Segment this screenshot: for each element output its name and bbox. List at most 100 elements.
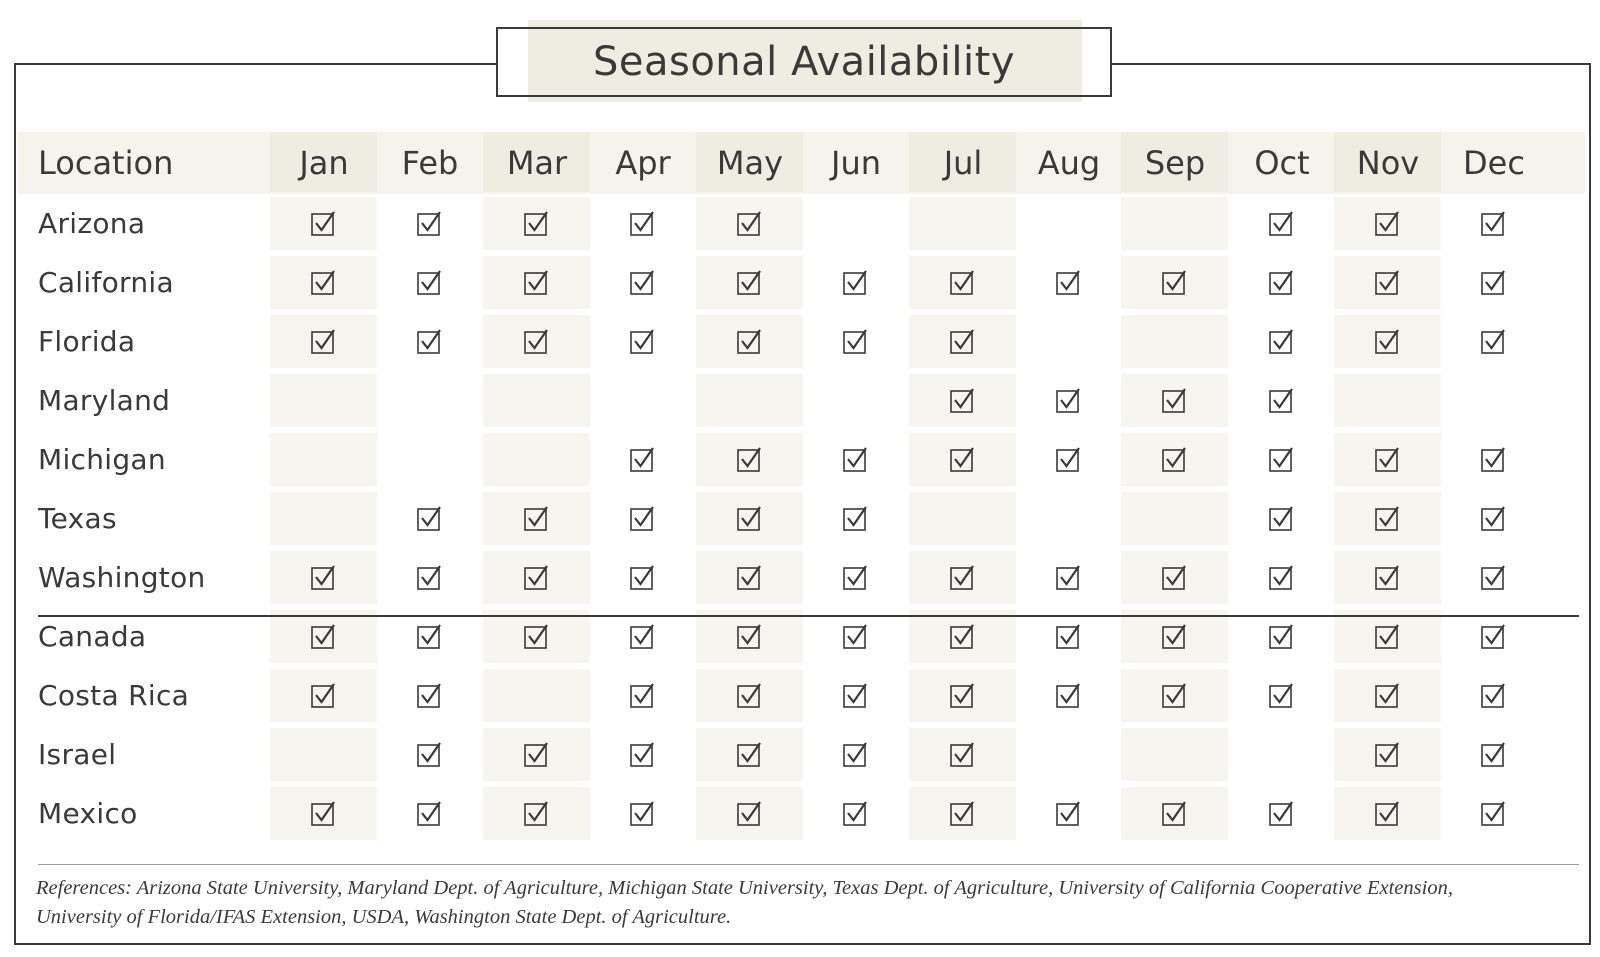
checked-box-icon	[1055, 564, 1080, 590]
checked-box-icon	[1374, 564, 1399, 590]
checked-box-icon	[629, 564, 654, 590]
checked-box-icon	[1161, 564, 1186, 590]
checked-box-icon	[1480, 328, 1505, 354]
checked-box-icon	[1480, 682, 1505, 708]
checked-box-icon	[629, 682, 654, 708]
cell-shade	[270, 551, 377, 604]
checked-box-icon	[1161, 800, 1186, 826]
checked-box-icon	[949, 269, 974, 295]
header-column-shade	[1121, 132, 1228, 192]
cell-shade	[1334, 256, 1441, 309]
checked-box-icon	[1480, 800, 1505, 826]
month-header-jun: Jun	[831, 144, 881, 182]
checked-box-icon	[1161, 623, 1186, 649]
checked-box-icon	[1374, 682, 1399, 708]
checked-box-icon	[842, 269, 867, 295]
checked-box-icon	[736, 210, 761, 236]
checked-box-icon	[949, 741, 974, 767]
references-divider	[38, 864, 1579, 865]
checked-box-icon	[1480, 505, 1505, 531]
references-line-1: References: Arizona State University, Ma…	[36, 877, 1453, 899]
checked-box-icon	[1161, 446, 1186, 472]
month-header-feb: Feb	[401, 144, 459, 182]
cell-shade	[1334, 551, 1441, 604]
checked-box-icon	[736, 446, 761, 472]
checked-box-icon	[1268, 623, 1293, 649]
header-column-shade	[270, 132, 377, 192]
location-label: California	[38, 265, 174, 299]
checked-box-icon	[523, 741, 548, 767]
cell-shade	[270, 374, 377, 427]
cell-shade	[1334, 492, 1441, 545]
cell-shade	[1334, 315, 1441, 368]
month-header-jul: Jul	[943, 144, 983, 182]
cell-shade	[483, 374, 590, 427]
checked-box-icon	[310, 564, 335, 590]
cell-shade	[1334, 197, 1441, 250]
checked-box-icon	[629, 328, 654, 354]
checked-box-icon	[1480, 564, 1505, 590]
checked-box-icon	[523, 800, 548, 826]
checked-box-icon	[1374, 328, 1399, 354]
cell-shade	[909, 374, 1016, 427]
cell-shade	[483, 787, 590, 840]
title-highlight	[528, 20, 1082, 102]
cell-shade	[483, 315, 590, 368]
checked-box-icon	[416, 682, 441, 708]
checked-box-icon	[310, 269, 335, 295]
cell-shade	[1121, 669, 1228, 722]
cell-shade	[1121, 492, 1228, 545]
checked-box-icon	[949, 328, 974, 354]
cell-shade	[483, 433, 590, 486]
cell-shade	[909, 551, 1016, 604]
cell-shade	[483, 256, 590, 309]
checked-box-icon	[523, 623, 548, 649]
checked-box-icon	[842, 741, 867, 767]
cell-shade	[483, 197, 590, 250]
cell-shade	[483, 669, 590, 722]
page-title-text: Seasonal Availability	[592, 39, 1016, 85]
cell-shade	[483, 492, 590, 545]
cell-shade	[909, 610, 1016, 663]
checked-box-icon	[949, 387, 974, 413]
checked-box-icon	[416, 505, 441, 531]
checked-box-icon	[629, 505, 654, 531]
checked-box-icon	[629, 269, 654, 295]
location-label: Arizona	[38, 206, 146, 240]
checked-box-icon	[629, 741, 654, 767]
checked-box-icon	[736, 505, 761, 531]
cell-shade	[1334, 433, 1441, 486]
month-header-oct: Oct	[1254, 144, 1310, 182]
checked-box-icon	[1268, 269, 1293, 295]
checked-box-icon	[1374, 446, 1399, 472]
checked-box-icon	[842, 623, 867, 649]
cell-shade	[1121, 433, 1228, 486]
checked-box-icon	[842, 328, 867, 354]
checked-box-icon	[416, 800, 441, 826]
cell-shade	[1121, 787, 1228, 840]
checked-box-icon	[842, 446, 867, 472]
cell-shade	[270, 610, 377, 663]
checked-box-icon	[949, 564, 974, 590]
checked-box-icon	[1268, 800, 1293, 826]
cell-shade	[1121, 728, 1228, 781]
cell-shade	[270, 728, 377, 781]
references: References: Arizona State University, Ma…	[36, 874, 1586, 932]
checked-box-icon	[1055, 800, 1080, 826]
cell-shade	[1121, 374, 1228, 427]
checked-box-icon	[416, 328, 441, 354]
cell-shade	[1334, 787, 1441, 840]
checked-box-icon	[1268, 564, 1293, 590]
cell-shade	[909, 315, 1016, 368]
checked-box-icon	[416, 564, 441, 590]
checked-box-icon	[1268, 505, 1293, 531]
month-header-may: May	[716, 144, 784, 182]
checked-box-icon	[842, 682, 867, 708]
cell-shade	[696, 728, 803, 781]
header-column-shade	[909, 132, 1016, 192]
cell-shade	[1121, 197, 1228, 250]
cell-shade	[909, 492, 1016, 545]
month-header-mar: Mar	[506, 144, 568, 182]
location-label: Michigan	[38, 442, 166, 476]
location-label: Florida	[38, 324, 136, 358]
